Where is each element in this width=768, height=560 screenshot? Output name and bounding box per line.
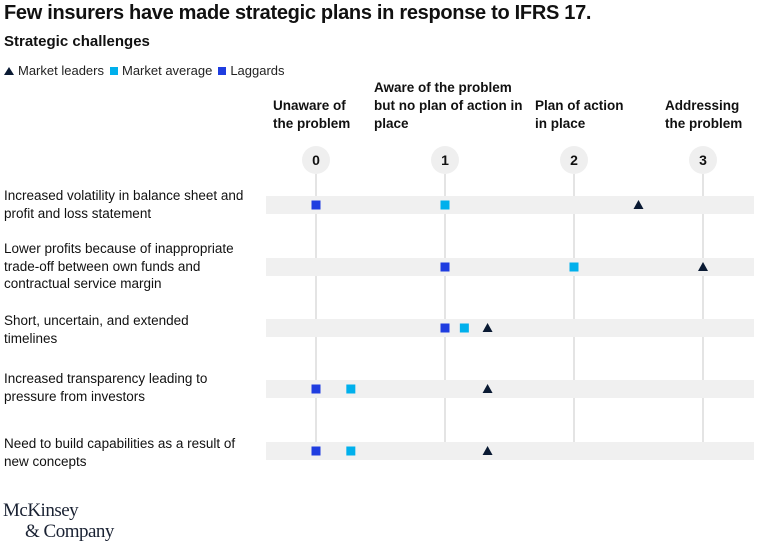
legend: Market leaders Market average Laggards [4,63,285,78]
logo-line-2: & Company [25,521,114,542]
market-leaders-marker [633,200,644,209]
row-label-1: Increased volatility in balance sheet an… [4,188,244,221]
stage-label-1: Aware of the problem but no plan of acti… [374,80,523,131]
laggards-marker [311,200,321,210]
square-marker-icon [218,66,227,75]
triangle-marker-icon [4,66,14,75]
stage-label-3: Addressing the problem [665,98,743,131]
row-band-overlay-2 [266,258,754,276]
row-band-overlay-3 [266,319,754,337]
legend-item-market-leaders: Market leaders [4,63,104,78]
market-average-marker [346,446,356,456]
laggards-marker [440,262,450,272]
legend-label: Market leaders [18,63,104,78]
logo-line-1: McKinsey [3,500,79,521]
market-average-marker [346,384,356,394]
legend-item-market-average: Market average [109,63,213,78]
chart-subtitle: Strategic challenges [4,33,150,50]
tick-label-1: 1 [441,152,449,168]
row-band-overlay-1 [266,196,754,214]
laggards-marker [311,384,321,394]
stage-label-2: Plan of action in place [535,98,624,131]
tick-circle-1 [431,146,459,174]
stage-label-0: Unaware of the problem [273,98,351,131]
row-band-overlay-5 [266,442,754,460]
legend-label: Market average [121,63,213,78]
row-label-4: Increased transparency leading to pressu… [4,371,208,404]
tick-label-3: 3 [699,152,707,168]
market-average-marker [440,200,450,210]
market-average-marker [569,262,579,272]
tick-circle-2 [560,146,588,174]
market-leaders-marker [482,446,493,455]
laggards-marker [311,446,321,456]
row-label-5: Need to build capabilities as a result o… [4,436,236,469]
row-band-overlay-4 [266,380,754,398]
tick-label-2: 2 [570,152,578,168]
tick-label-0: 0 [312,152,320,168]
legend-item-laggards: Laggards [218,63,285,78]
tick-circle-3 [689,146,717,174]
row-label-3: Short, uncertain, and extended timelines [4,313,189,346]
market-leaders-marker [482,323,493,332]
square-marker-icon [109,66,118,75]
chart-title: Few insurers have made strategic plans i… [4,2,592,24]
market-leaders-marker [482,384,493,393]
tick-circle-0 [302,146,330,174]
market-average-marker [459,323,469,333]
laggards-marker [440,323,450,333]
mckinsey-logo: McKinsey & Company [3,500,114,542]
row-label-2: Lower profits because of inappropriate t… [4,241,234,291]
market-leaders-marker [698,262,708,271]
legend-label: Laggards [230,63,285,78]
